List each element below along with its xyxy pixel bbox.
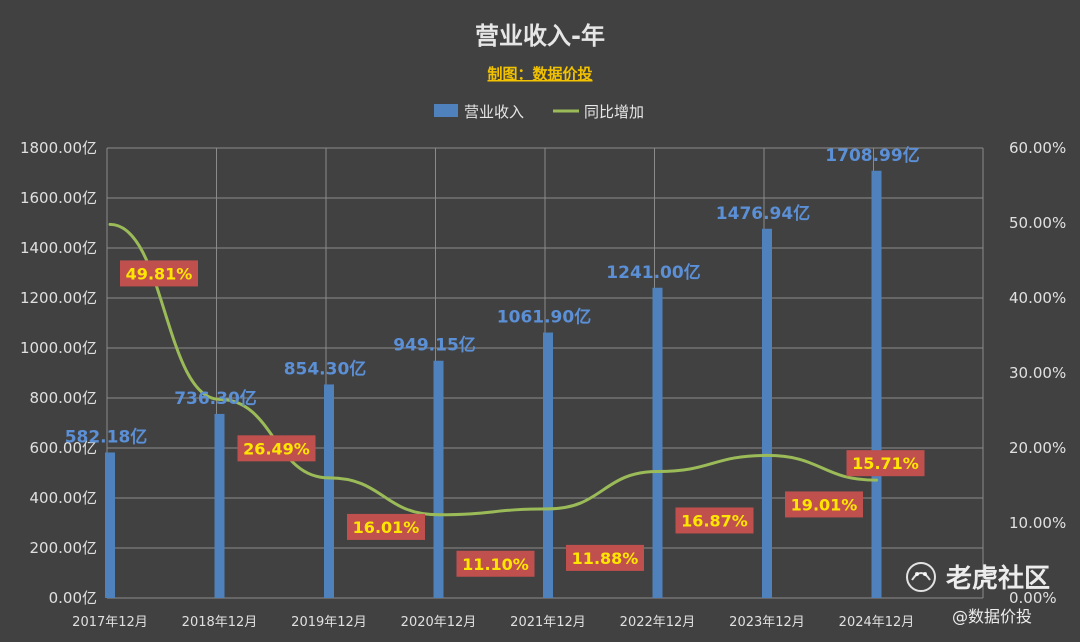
line-point bbox=[875, 478, 878, 482]
legend: 营业收入 同比增加 bbox=[434, 103, 644, 121]
line-labels: 49.81% 26.49% 16.01% 11.10% 11.88% 16.87% 19.0… bbox=[120, 260, 925, 577]
y-left-tick-label: 800.00亿 bbox=[30, 389, 98, 407]
bar-series bbox=[105, 170, 882, 598]
x-tick-label: 2019年12月 bbox=[291, 615, 367, 630]
tiger-logo-icon bbox=[906, 562, 936, 592]
line-label-box bbox=[347, 513, 425, 540]
line-label-box bbox=[566, 544, 644, 571]
chart-subtitle: 制图：数据价投 bbox=[487, 65, 592, 83]
y-left-tick-label: 600.00亿 bbox=[30, 439, 98, 457]
y-right-tick-label: 50.00% bbox=[1009, 214, 1066, 232]
bar bbox=[652, 287, 663, 598]
y-right-tick-label: 30.00% bbox=[1009, 364, 1066, 382]
y-left-tick-label: 0.00亿 bbox=[49, 589, 97, 607]
y-right-tick-label: 60.00% bbox=[1009, 139, 1066, 157]
bar-labels: 582.18亿 736.30亿 854.30亿 949.15亿 1061.90亿 1241… bbox=[65, 145, 920, 448]
line-value-label: 15.71% bbox=[852, 454, 919, 473]
line-point bbox=[546, 507, 550, 511]
right-axis: 0.00% 10.00% 20.00% 30.00% 40.00% 50.00% 60.00… bbox=[1009, 139, 1066, 607]
y-right-tick-label: 0.00% bbox=[1009, 589, 1057, 607]
x-tick-label: 2024年12月 bbox=[839, 615, 915, 630]
line-point bbox=[765, 453, 769, 457]
line-label-box bbox=[785, 491, 863, 518]
chart-title: 营业收入-年 bbox=[475, 22, 605, 50]
bar bbox=[324, 384, 334, 598]
y-right-tick-label: 20.00% bbox=[1009, 439, 1066, 457]
line-point bbox=[327, 476, 331, 480]
watermark-brand: 老虎社区 bbox=[946, 563, 1050, 594]
bar-value-label: 1241.00亿 bbox=[606, 262, 700, 283]
watermark-handle: @数据价投 bbox=[952, 607, 1032, 626]
line-label-box bbox=[675, 507, 754, 534]
x-tick-label: 2020年12月 bbox=[401, 615, 477, 630]
x-tick-label: 2021年12月 bbox=[510, 615, 586, 630]
bar bbox=[543, 332, 553, 598]
growth-line bbox=[109, 222, 877, 517]
bar bbox=[871, 170, 882, 598]
line-point bbox=[656, 469, 659, 473]
y-right-tick-label: 10.00% bbox=[1009, 514, 1066, 532]
legend-swatch-bar bbox=[434, 104, 458, 117]
bar-value-label: 1476.94亿 bbox=[716, 203, 810, 224]
bar-value-label: 1061.90亿 bbox=[497, 307, 591, 328]
bar-value-label: 949.15亿 bbox=[393, 335, 476, 356]
line-value-label: 16.87% bbox=[681, 511, 748, 530]
line-point bbox=[437, 513, 440, 517]
y-right-tick-label: 40.00% bbox=[1009, 289, 1066, 307]
line-value-label: 26.49% bbox=[243, 439, 310, 458]
bar bbox=[762, 228, 772, 598]
x-axis: 2017年12月 2018年12月 2019年12月 2020年12月 2021年12月… bbox=[72, 615, 914, 630]
y-left-tick-label: 400.00亿 bbox=[30, 489, 98, 507]
watermark: 老虎社区 @数据价投 bbox=[906, 562, 1050, 626]
y-left-tick-label: 1800.00亿 bbox=[20, 139, 97, 157]
legend-label-revenue: 营业收入 bbox=[464, 103, 524, 121]
line-value-label: 11.88% bbox=[572, 549, 639, 568]
bar-value-label: 736.30亿 bbox=[174, 388, 257, 409]
bar bbox=[105, 452, 115, 598]
x-tick-label: 2022年12月 bbox=[620, 615, 696, 630]
bar-value-label: 854.30亿 bbox=[284, 358, 367, 379]
y-left-tick-label: 200.00亿 bbox=[30, 539, 98, 557]
x-tick-label: 2023年12月 bbox=[729, 615, 805, 630]
line-label-box bbox=[237, 435, 316, 462]
bar-value-label: 1708.99亿 bbox=[825, 145, 919, 166]
line-series bbox=[108, 222, 878, 517]
line-value-label: 19.01% bbox=[791, 495, 858, 514]
left-axis: 0.00亿 200.00亿 400.00亿 600.00亿 800.00亿 1000.00… bbox=[20, 139, 97, 607]
y-left-tick-label: 1600.00亿 bbox=[20, 189, 97, 207]
legend-label-growth: 同比增加 bbox=[584, 103, 644, 121]
line-value-label: 11.10% bbox=[462, 555, 529, 574]
y-left-tick-label: 1200.00亿 bbox=[20, 289, 97, 307]
x-tick-label: 2017年12月 bbox=[72, 615, 148, 630]
line-label-box bbox=[846, 450, 925, 477]
y-left-tick-label: 1400.00亿 bbox=[20, 239, 97, 257]
line-label-box bbox=[120, 260, 198, 287]
x-tick-label: 2018年12月 bbox=[182, 615, 258, 630]
line-point bbox=[218, 397, 221, 401]
bar-value-label: 582.18亿 bbox=[65, 426, 148, 447]
line-value-label: 16.01% bbox=[353, 518, 420, 537]
y-left-tick-label: 1000.00亿 bbox=[20, 339, 97, 357]
bar bbox=[214, 413, 225, 598]
line-value-label: 49.81% bbox=[126, 264, 193, 283]
line-point bbox=[108, 222, 112, 226]
bar bbox=[433, 360, 444, 598]
line-label-box bbox=[456, 550, 535, 577]
